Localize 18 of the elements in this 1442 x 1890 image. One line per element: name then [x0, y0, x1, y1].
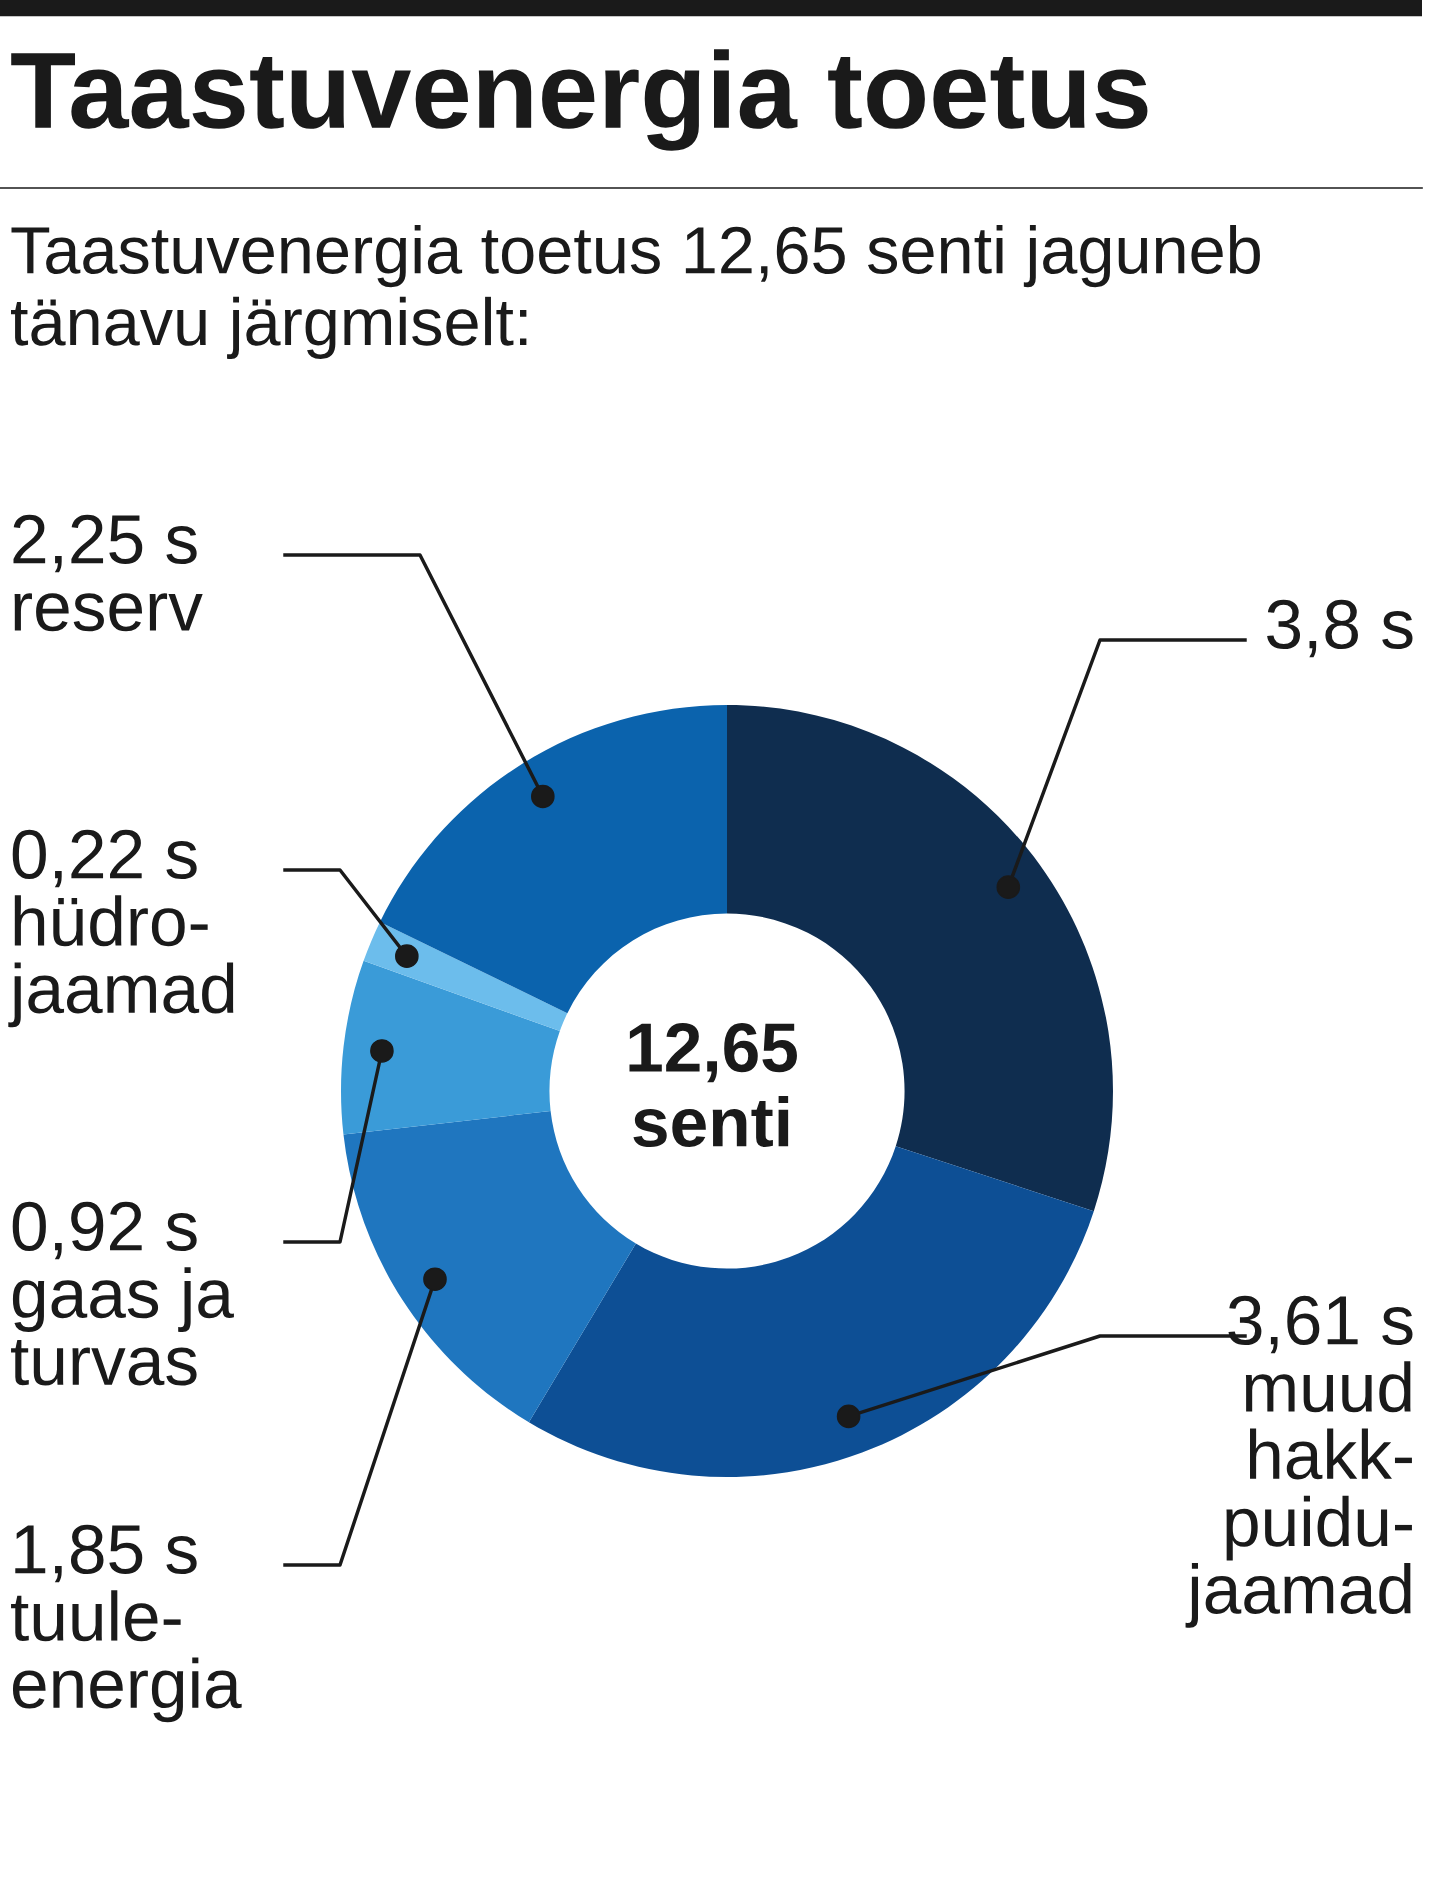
chart-title: Taastuvenergia toetus [11, 49, 1148, 151]
donut-slice [341, 960, 560, 1135]
chart-subtitle: Taastuvenergia toetus 12,65 senti jaguneb tänavu järgmiselt: [11, 225, 1260, 359]
donut-slice [379, 705, 727, 1014]
text: 12,65 senti [629, 1023, 797, 1148]
donut-slice [528, 1146, 1094, 1477]
data-label: 1,85 s [15, 1524, 197, 1583]
slice-label: reserv [14, 593, 203, 632]
data-label: 2,25 s [13, 514, 197, 573]
slice-label: hüdro- jaamad [8, 895, 234, 1028]
data-label: 3,61 s [1228, 1295, 1413, 1354]
slice-label: tuule- energia [11, 1590, 242, 1723]
slice-label: muud hakk- puidu- jaamad [1185, 1361, 1412, 1628]
data-label: 0,22 s [12, 829, 197, 888]
data-label: 3,8 s [1267, 599, 1413, 658]
donut-slice [363, 921, 568, 1032]
slice-label: gaas ja turvas [11, 1267, 234, 1386]
data-label: 0,92 s [12, 1201, 197, 1260]
